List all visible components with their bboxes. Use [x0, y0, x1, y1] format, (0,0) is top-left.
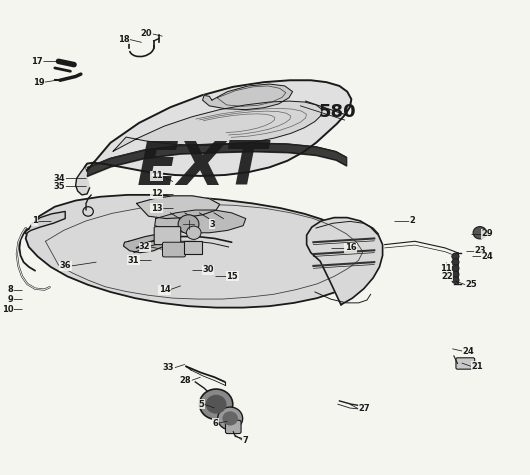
- Text: 22: 22: [441, 272, 453, 281]
- Text: 580: 580: [319, 103, 356, 121]
- Circle shape: [452, 277, 459, 284]
- Text: EXT: EXT: [137, 139, 267, 199]
- Text: 29: 29: [481, 229, 493, 238]
- Text: 24: 24: [481, 252, 493, 261]
- Text: 14: 14: [158, 285, 170, 294]
- Text: 3: 3: [209, 220, 215, 229]
- Text: 12: 12: [151, 190, 163, 199]
- Polygon shape: [137, 196, 220, 218]
- FancyBboxPatch shape: [184, 241, 201, 254]
- Text: 16: 16: [344, 243, 356, 252]
- Polygon shape: [123, 234, 167, 253]
- Circle shape: [452, 259, 459, 266]
- Text: 24: 24: [463, 347, 474, 356]
- Text: 15: 15: [226, 272, 238, 281]
- Text: 34: 34: [54, 174, 65, 183]
- Text: 36: 36: [60, 261, 72, 270]
- Text: 20: 20: [140, 29, 152, 38]
- Text: 28: 28: [180, 376, 191, 385]
- Text: 33: 33: [163, 363, 174, 372]
- Text: 17: 17: [31, 57, 43, 66]
- FancyBboxPatch shape: [154, 227, 181, 245]
- FancyBboxPatch shape: [225, 420, 241, 434]
- Text: 10: 10: [2, 305, 13, 314]
- Polygon shape: [25, 195, 373, 308]
- Circle shape: [473, 227, 487, 239]
- Polygon shape: [24, 211, 65, 234]
- Circle shape: [452, 253, 459, 260]
- Text: 30: 30: [202, 265, 214, 274]
- Text: 27: 27: [359, 404, 370, 413]
- Polygon shape: [84, 80, 351, 176]
- Text: 18: 18: [118, 35, 130, 44]
- Polygon shape: [155, 210, 246, 233]
- Text: 13: 13: [151, 204, 163, 213]
- Text: 8: 8: [7, 285, 13, 294]
- Circle shape: [199, 389, 233, 419]
- Text: 11: 11: [151, 171, 163, 180]
- Polygon shape: [113, 101, 322, 152]
- Text: 11: 11: [440, 264, 452, 273]
- FancyBboxPatch shape: [456, 358, 475, 369]
- Text: 2: 2: [410, 217, 416, 226]
- Circle shape: [452, 271, 459, 278]
- Circle shape: [178, 215, 199, 234]
- Polygon shape: [307, 218, 383, 305]
- Text: 31: 31: [128, 256, 139, 265]
- Text: 25: 25: [466, 280, 478, 289]
- Text: 5: 5: [198, 399, 204, 408]
- Text: 9: 9: [7, 294, 13, 304]
- Circle shape: [206, 395, 226, 414]
- Polygon shape: [76, 167, 90, 195]
- Circle shape: [218, 407, 243, 430]
- Text: 21: 21: [471, 362, 483, 371]
- Text: 19: 19: [33, 77, 45, 86]
- Text: 35: 35: [54, 182, 65, 191]
- FancyBboxPatch shape: [163, 242, 186, 257]
- Circle shape: [223, 411, 238, 426]
- Polygon shape: [202, 84, 293, 110]
- Circle shape: [187, 226, 201, 239]
- Text: 23: 23: [475, 246, 487, 255]
- Text: 1: 1: [32, 217, 38, 226]
- Text: 7: 7: [242, 436, 248, 445]
- Text: 32: 32: [139, 242, 151, 251]
- Circle shape: [452, 265, 459, 272]
- Text: 6: 6: [213, 418, 218, 428]
